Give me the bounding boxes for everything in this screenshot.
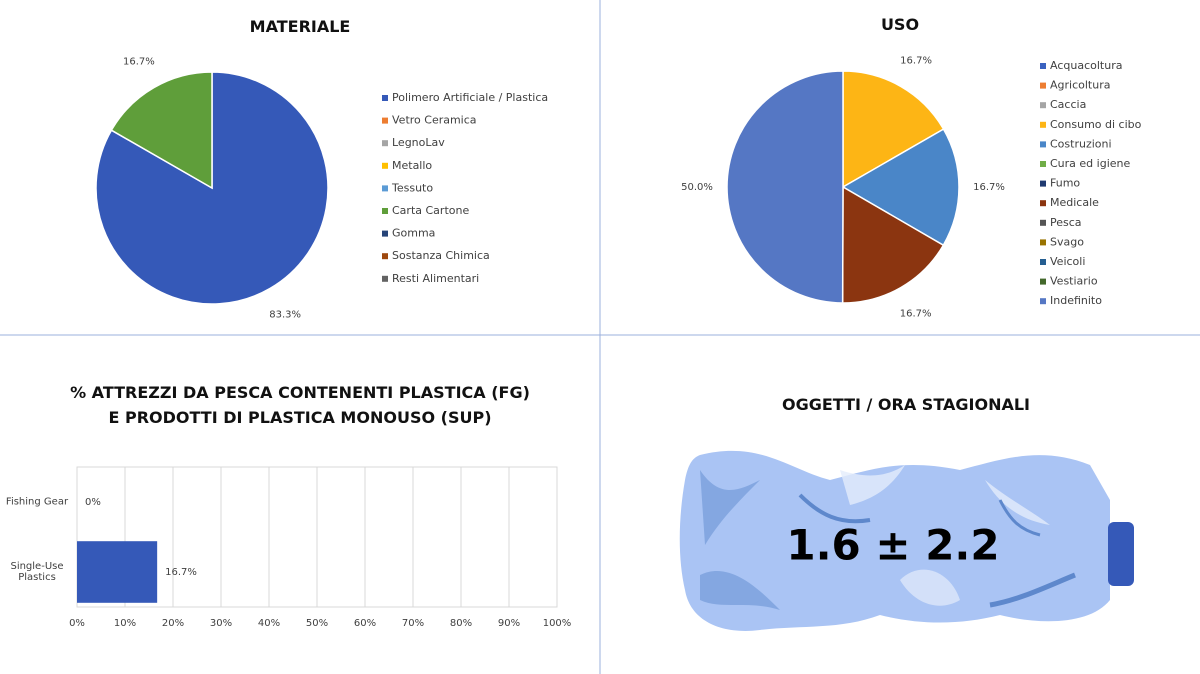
legend-swatch [1040,259,1046,265]
chart-title: MATERIALE [249,17,351,36]
x-tick-label: 60% [354,618,376,629]
legend-swatch [1040,82,1046,89]
legend-swatch [382,117,388,124]
legend-label: Consumo di cibo [1050,118,1142,131]
bar [77,541,158,603]
legend-label: Carta Cartone [392,204,469,217]
legend-swatch [1040,102,1046,109]
legend-swatch [382,230,388,237]
legend-label: Polimero Artificiale / Plastica [392,91,548,104]
legend-label: Sostanza Chimica [392,249,490,262]
pie-slice [726,70,844,304]
legend-label: Fumo [1050,177,1080,190]
legend-swatch [1040,298,1046,305]
x-tick-label: 40% [258,618,280,629]
pie-slice [110,71,213,190]
legend-swatch [382,140,388,147]
legend-label: Cura ed igiene [1050,157,1130,170]
legend-label: Vestiario [1050,275,1098,288]
legend-label: Pesca [1050,216,1082,229]
legend-label: Acquacoltura [1050,59,1122,72]
data-label: 83.3% [269,309,301,320]
chart-title: % ATTREZZI DA PESCA CONTENENTI PLASTICA … [70,383,530,427]
legend-label: Metallo [392,159,432,172]
legend-label: Veicoli [1050,255,1085,268]
legend-swatch [1040,63,1046,69]
x-tick-label: 90% [498,618,520,629]
x-tick-label: 20% [162,618,184,629]
legend-swatch [382,95,388,101]
legend-swatch [382,253,388,260]
x-tick-label: 0% [69,618,85,629]
legend-label: Gomma [392,227,435,240]
legend-swatch [1040,239,1046,246]
legend-swatch [1040,200,1046,207]
legend-label: LegnoLav [392,136,445,149]
legend-swatch [1040,219,1046,226]
legend-label: Medicale [1050,196,1099,209]
y-tick-label: Single-Use Plastics [10,561,64,583]
legend-label: Vetro Ceramica [392,114,477,127]
legend-swatch [382,208,388,214]
x-tick-label: 30% [210,618,232,629]
y-tick-label: Fishing Gear [5,496,69,508]
legend-label: Caccia [1050,98,1086,111]
x-tick-label: 100% [543,618,572,629]
legend-label: Agricoltura [1050,79,1110,92]
data-label: 16.7% [123,57,155,68]
legend-swatch [382,275,388,282]
legend-label: Indefinito [1050,294,1102,307]
legend-swatch [1040,141,1046,148]
legend-swatch [1040,121,1046,128]
legend-swatch [1040,278,1046,285]
x-tick-label: 50% [306,618,328,629]
x-tick-label: 10% [114,618,136,629]
legend-label: Svago [1050,235,1084,248]
chart-title: USO [880,15,920,34]
bottle [679,450,1134,631]
data-label: 16.7% [165,567,197,578]
stat-value: 1.6 ± 2.2 [786,521,999,570]
legend-label: Costruzioni [1050,137,1112,150]
x-tick-label: 80% [450,618,472,629]
data-label: 0% [85,497,101,508]
data-label: 16.7% [900,56,932,67]
data-label: 16.7% [900,309,932,320]
legend-swatch [1040,161,1046,167]
stat-title: OGGETTI / ORA STAGIONALI [782,395,1030,414]
legend-swatch [382,162,388,169]
legend-swatch [382,185,388,192]
data-label: 16.7% [973,182,1005,193]
data-label: 50.0% [681,182,713,193]
legend-label: Tessuto [391,181,433,194]
x-tick-label: 70% [402,618,424,629]
pie-slice [841,185,945,304]
pie-slice [842,70,945,189]
pie-slice [841,128,960,247]
legend-swatch [1040,180,1046,187]
legend-label: Resti Alimentari [392,272,479,285]
